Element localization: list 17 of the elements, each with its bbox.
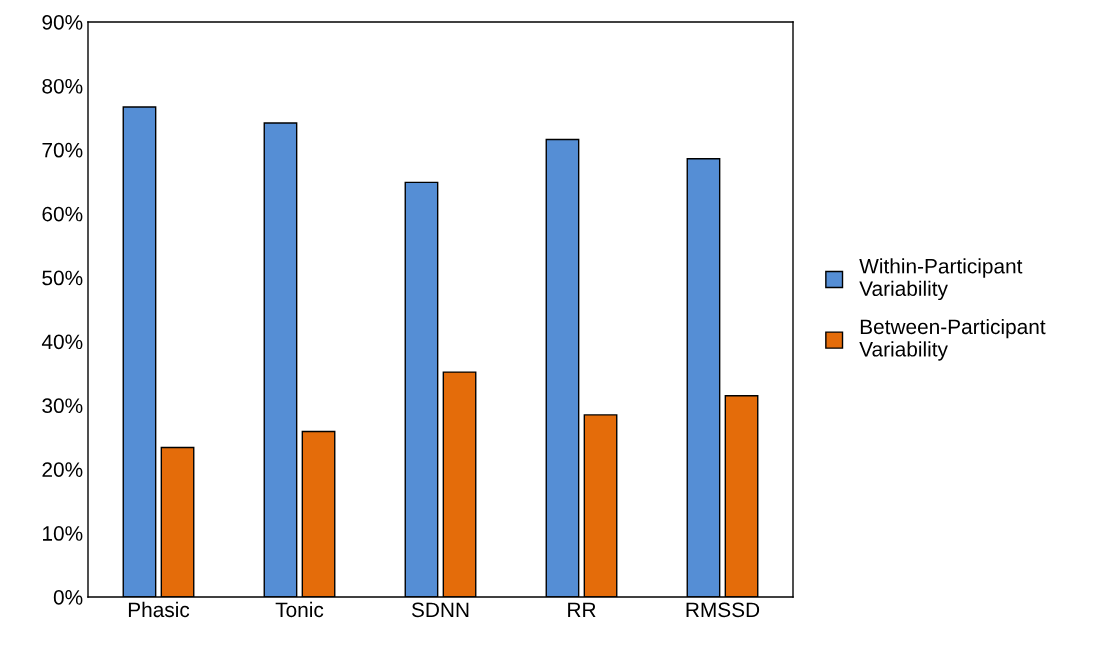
x-tick-label: Phasic (128, 601, 190, 618)
x-tick-label: RMSSD (686, 602, 760, 618)
legend-label: Within-Participant Variability (859, 258, 1023, 301)
y-tick-label: 20% (42, 462, 83, 477)
x-tick-label: RR (568, 602, 596, 617)
x-tick-label: Tonic (275, 601, 324, 618)
y-tick-label: 40% (41, 334, 83, 350)
y-tick-label: 70% (42, 142, 83, 158)
legend-label: Between-Participant Variability (859, 318, 1046, 361)
y-tick-label: 30% (42, 398, 83, 414)
x-tick-label: SDNN (411, 602, 469, 618)
y-tick-label: 10% (43, 526, 83, 541)
y-tick-label: 50% (42, 270, 83, 286)
y-tick-label: 90% (42, 15, 83, 30)
y-tick-label: 0% (53, 590, 83, 605)
y-tick-label: 80% (42, 78, 83, 94)
y-tick-label: 60% (42, 206, 83, 222)
